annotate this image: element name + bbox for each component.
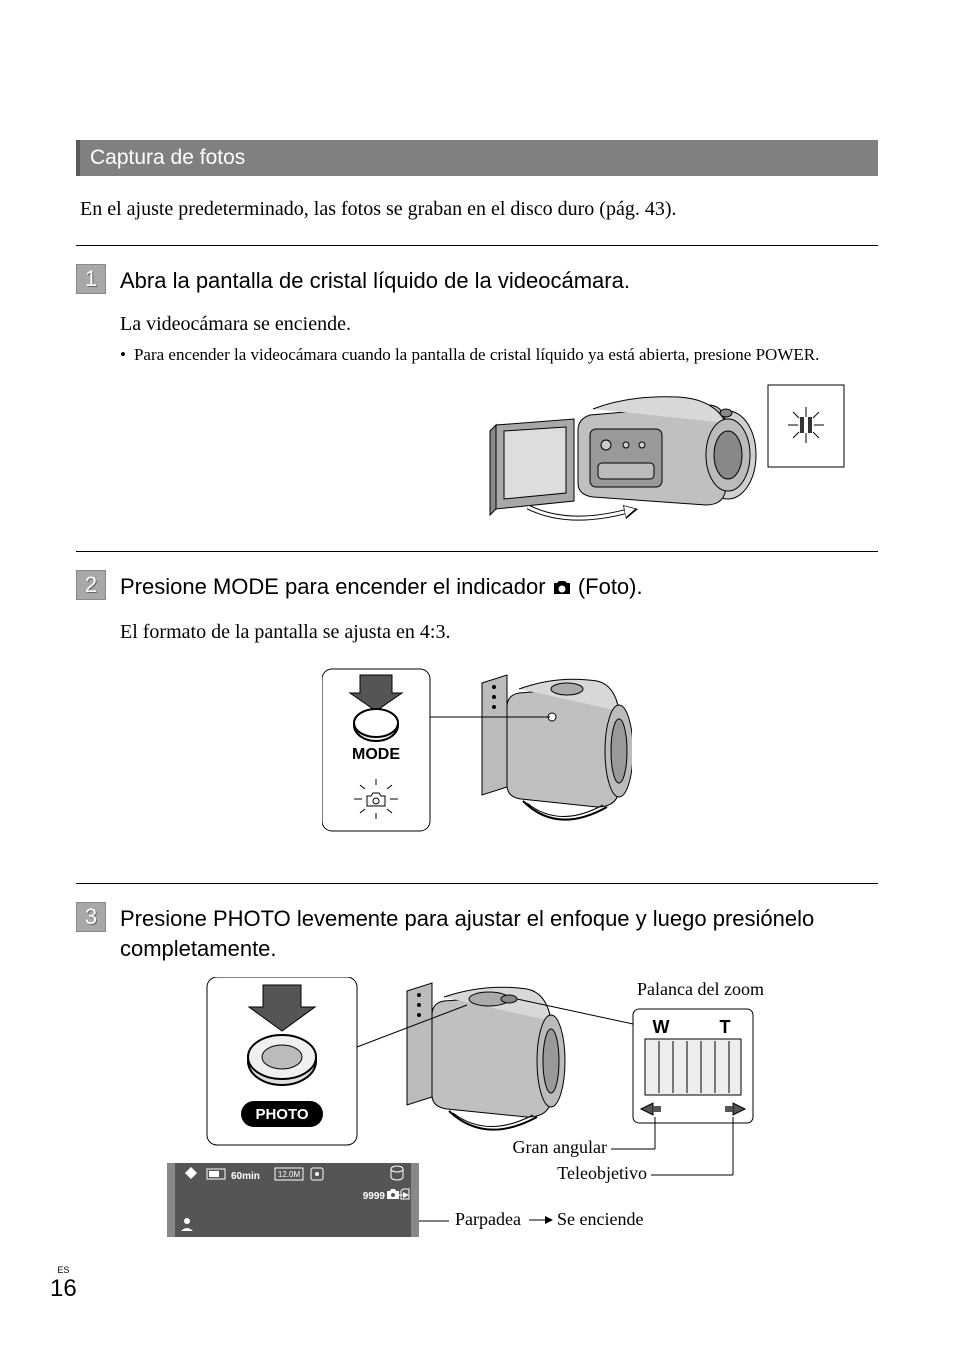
page-footer: ES 16 bbox=[50, 1265, 77, 1303]
wide-label: Gran angular bbox=[513, 1137, 607, 1157]
camera-icon bbox=[552, 574, 572, 604]
step-1-illustration bbox=[76, 375, 878, 535]
w-label: W bbox=[653, 1017, 670, 1037]
lcd-12m: 12.0M bbox=[278, 1170, 301, 1179]
step-number-3: 3 bbox=[76, 902, 106, 932]
step-number-1: 1 bbox=[76, 264, 106, 294]
camcorder-mode-icon: MODE bbox=[322, 667, 632, 867]
step-1-bullet: • Para encender la videocámara cuando la… bbox=[120, 343, 878, 368]
step-3: 3 Presione PHOTO levemente para ajustar … bbox=[76, 902, 878, 1257]
page-root: Captura de fotos En el ajuste predetermi… bbox=[0, 0, 954, 1313]
step-2-title-after: (Foto). bbox=[578, 574, 643, 599]
mode-label: MODE bbox=[352, 746, 400, 763]
step-1: 1 Abra la pantalla de cristal líquido de… bbox=[76, 264, 878, 535]
lcd-60min: 60min bbox=[231, 1171, 260, 1182]
step-number-2: 2 bbox=[76, 570, 106, 600]
step-3-illustration: PHOTO bbox=[76, 977, 878, 1257]
footer-page-number: 16 bbox=[50, 1275, 77, 1302]
camcorder-open-icon bbox=[478, 375, 848, 535]
step-2-illustration: MODE bbox=[76, 667, 878, 867]
divider-2 bbox=[76, 883, 878, 884]
lcd-9999: 9999 bbox=[363, 1191, 386, 1202]
step-1-line: La videocámara se enciende. bbox=[120, 310, 878, 339]
step-3-title: Presione PHOTO levemente para ajustar el… bbox=[120, 902, 878, 963]
step-2-title-before: Presione MODE para encender el indicador bbox=[120, 574, 552, 599]
tele-label: Teleobjetivo bbox=[557, 1163, 647, 1183]
camcorder-photo-icon: PHOTO bbox=[167, 977, 787, 1257]
divider-1 bbox=[76, 551, 878, 552]
step-2: 2 Presione MODE para encender el indicad… bbox=[76, 570, 878, 867]
zoom-lever-label: Palanca del zoom bbox=[637, 979, 764, 999]
step-2-line: El formato de la pantalla se ajusta en 4… bbox=[120, 618, 878, 647]
step-2-title: Presione MODE para encender el indicador… bbox=[120, 570, 643, 604]
t-label: T bbox=[720, 1017, 731, 1037]
section-header: Captura de fotos bbox=[76, 140, 878, 176]
intro-text: En el ajuste predeterminado, las fotos s… bbox=[76, 198, 878, 221]
step-1-title: Abra la pantalla de cristal líquido de l… bbox=[120, 264, 630, 296]
photo-label: PHOTO bbox=[255, 1106, 308, 1123]
lit-label: Se enciende bbox=[557, 1209, 643, 1229]
blink-label: Parpadea bbox=[455, 1209, 521, 1229]
divider-top bbox=[76, 245, 878, 246]
bullet-dot-icon: • bbox=[120, 343, 126, 368]
footer-lang: ES bbox=[50, 1265, 77, 1275]
step-1-bullet-text: Para encender la videocámara cuando la p… bbox=[134, 343, 819, 368]
